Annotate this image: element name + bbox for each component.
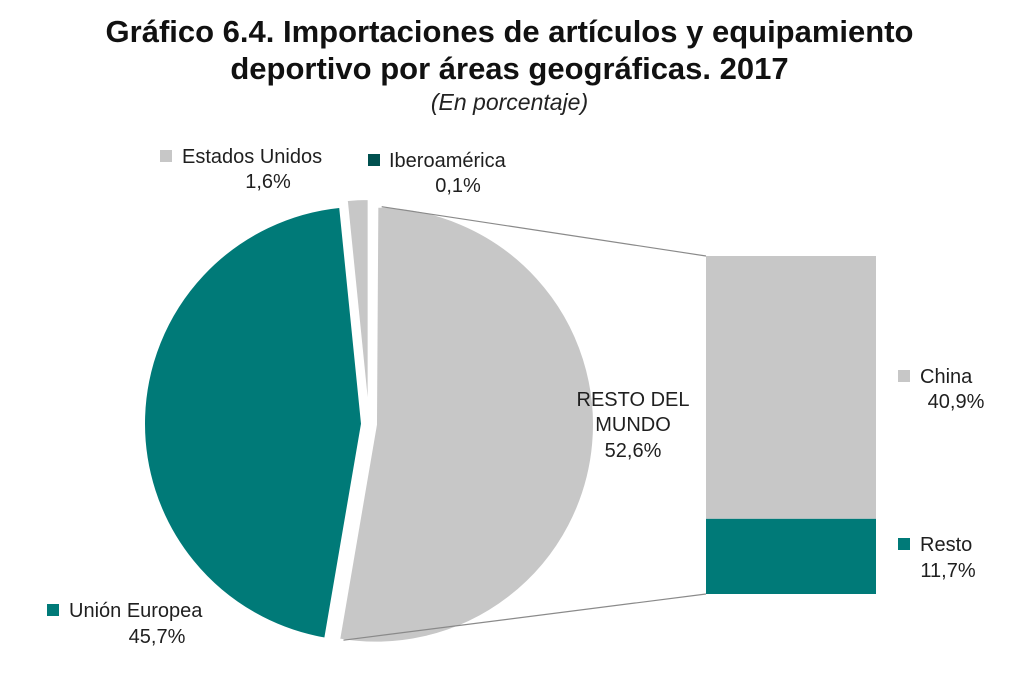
pie-slice-resto-del-mundo	[338, 205, 595, 644]
slice-value-resto-del-mundo: 52,6%	[605, 440, 662, 462]
bar-label-resto: Resto	[920, 534, 972, 556]
slice-label-resto-del-mundo-line-1: RESTO DEL	[577, 389, 690, 411]
chart-title-line-1: Gráfico 6.4. Importaciones de artículos …	[105, 14, 914, 49]
bar-segment-resto	[706, 518, 876, 594]
slice-label-estados-unidos: Estados Unidos	[182, 146, 322, 168]
legend-marker-resto	[898, 538, 910, 550]
slice-label-union-europea: Unión Europea	[69, 600, 203, 622]
legend-marker-union-europea	[47, 604, 59, 616]
legend-marker-estados-unidos	[160, 150, 172, 162]
bar-value-china: 40,9%	[928, 391, 985, 413]
chart-title-line-2: deportivo por áreas geográficas. 2017	[230, 51, 789, 86]
slice-value-iberoamerica: 0,1%	[435, 175, 481, 197]
connector-line-bottom	[343, 593, 707, 641]
slice-value-union-europea: 45,7%	[129, 626, 186, 648]
chart-subtitle: (En porcentaje)	[430, 89, 589, 115]
pie-slice-estados-unidos	[345, 198, 370, 418]
legend-marker-iberoamerica	[368, 154, 380, 166]
connector-line-top	[381, 206, 707, 257]
pie-slice-union-europea	[143, 205, 364, 640]
slice-value-estados-unidos: 1,6%	[245, 171, 291, 193]
slice-label-iberoamerica: Iberoamérica	[389, 150, 507, 172]
bar-segment-china	[706, 256, 876, 519]
bar-value-resto: 11,7%	[920, 560, 975, 582]
legend-marker-china	[898, 370, 910, 382]
slice-label-resto-del-mundo-line-2: MUNDO	[595, 414, 671, 436]
bar-label-china: China	[920, 366, 973, 388]
